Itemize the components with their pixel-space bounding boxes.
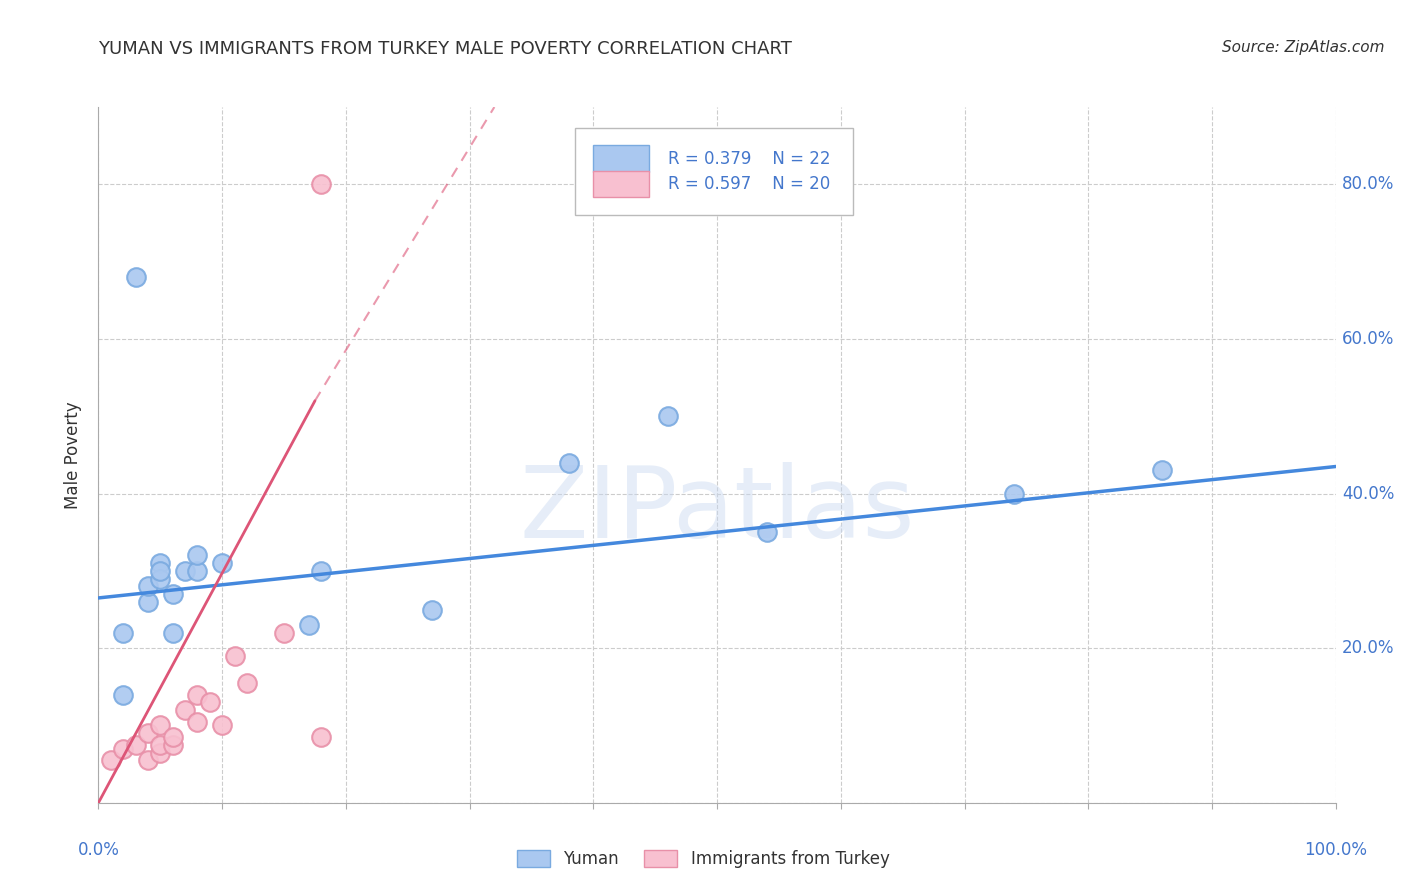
Text: 60.0%: 60.0% <box>1341 330 1395 348</box>
Point <box>186 714 208 729</box>
Point <box>211 718 233 732</box>
Text: 80.0%: 80.0% <box>1341 176 1395 194</box>
Point <box>112 688 135 702</box>
Point <box>162 587 184 601</box>
Point <box>657 409 679 424</box>
Text: 100.0%: 100.0% <box>1305 841 1367 859</box>
Point <box>149 572 172 586</box>
Point <box>162 730 184 744</box>
Point <box>149 738 172 752</box>
Point <box>1002 486 1025 500</box>
Text: YUMAN VS IMMIGRANTS FROM TURKEY MALE POVERTY CORRELATION CHART: YUMAN VS IMMIGRANTS FROM TURKEY MALE POV… <box>98 40 793 58</box>
Point <box>1152 463 1174 477</box>
Point <box>755 525 778 540</box>
Point <box>136 595 159 609</box>
Point <box>149 718 172 732</box>
Point <box>211 556 233 570</box>
Point <box>112 625 135 640</box>
Point <box>186 549 208 563</box>
Point <box>174 703 197 717</box>
Point <box>309 178 332 192</box>
Point <box>149 556 172 570</box>
Point <box>162 738 184 752</box>
Point <box>186 564 208 578</box>
Y-axis label: Male Poverty: Male Poverty <box>65 401 83 508</box>
Bar <box>593 171 650 197</box>
Point <box>136 753 159 767</box>
Point <box>124 738 146 752</box>
Text: Source: ZipAtlas.com: Source: ZipAtlas.com <box>1222 40 1385 55</box>
Point <box>298 618 321 632</box>
Point <box>100 753 122 767</box>
Legend: Yuman, Immigrants from Turkey: Yuman, Immigrants from Turkey <box>510 843 896 875</box>
Point <box>149 564 172 578</box>
Point <box>557 456 579 470</box>
Point <box>422 602 444 616</box>
Point <box>136 579 159 593</box>
Point <box>236 676 259 690</box>
Point <box>174 564 197 578</box>
Text: 0.0%: 0.0% <box>77 841 120 859</box>
Point <box>186 688 208 702</box>
Point <box>136 726 159 740</box>
Text: 40.0%: 40.0% <box>1341 484 1395 502</box>
Bar <box>593 145 650 172</box>
Bar <box>575 128 853 215</box>
Point <box>112 741 135 756</box>
Point <box>224 648 246 663</box>
Point <box>162 625 184 640</box>
Point <box>309 730 332 744</box>
Text: R = 0.597    N = 20: R = 0.597 N = 20 <box>668 175 830 194</box>
Point <box>124 270 146 285</box>
Text: R = 0.379    N = 22: R = 0.379 N = 22 <box>668 150 830 168</box>
Text: 20.0%: 20.0% <box>1341 640 1395 657</box>
Point <box>149 746 172 760</box>
Point <box>198 695 221 709</box>
Text: ZIPatlas: ZIPatlas <box>519 462 915 559</box>
Point <box>309 564 332 578</box>
Point <box>273 625 295 640</box>
